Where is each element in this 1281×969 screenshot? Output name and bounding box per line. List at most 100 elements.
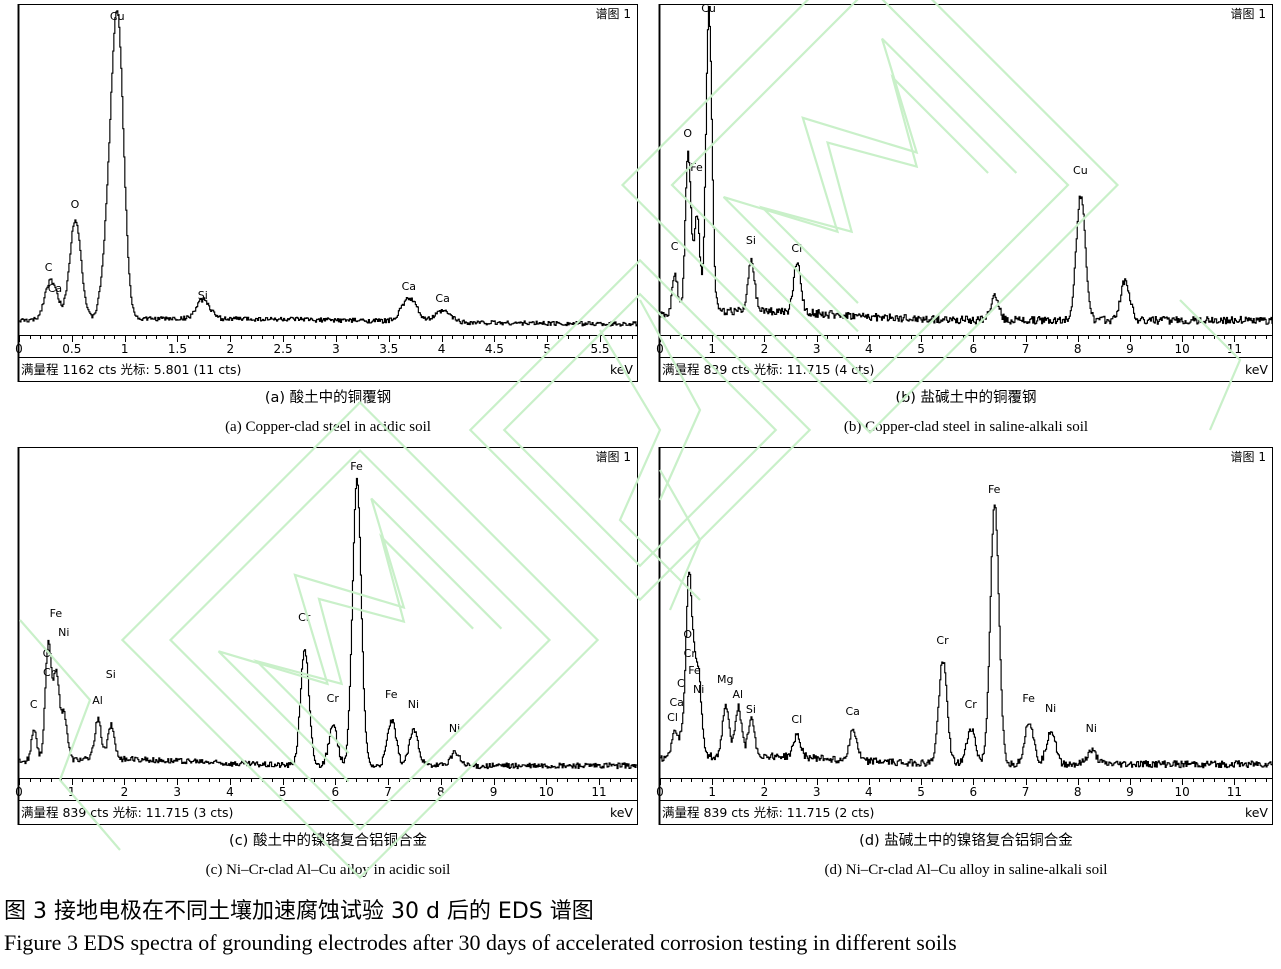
axis-tick-minor [630, 778, 632, 782]
panel-a-status-bar: 满量程 1162 cts 光标: 5.801 (11 cts) keV [19, 357, 637, 381]
axis-tick-label: 1 [120, 342, 129, 356]
axis-tick-minor [166, 778, 168, 782]
axis-tick-minor [631, 335, 633, 339]
axis-tick-minor [409, 778, 411, 782]
peak-label-Cu: Cu [1073, 164, 1088, 178]
axis-tick-minor [621, 335, 623, 339]
axis-tick-minor [680, 778, 682, 782]
panel-b-trace [660, 5, 1272, 335]
axis-tick-minor [1265, 335, 1267, 339]
axis-tick-major [816, 778, 818, 785]
status-unit: keV [609, 362, 633, 377]
peak-label-Ni: Ni [1085, 722, 1097, 736]
axis-tick-label: 10 [538, 785, 554, 799]
spectrum-path [19, 11, 637, 326]
axis-tick-minor [367, 335, 369, 339]
axis-tick-minor [1015, 778, 1017, 782]
peak-label-Cr: Cr [326, 692, 339, 706]
peak-label-Ca: Ca [401, 279, 417, 293]
axis-tick-major [1077, 778, 1079, 785]
axis-tick-label: 2 [226, 342, 235, 356]
axis-tick-minor [504, 778, 506, 782]
axis-tick-minor [733, 335, 735, 339]
spectrum-path [660, 7, 1272, 325]
axis-tick-minor [240, 335, 242, 339]
axis-tick-minor [40, 778, 42, 782]
axis-tick-minor [92, 778, 94, 782]
figure-caption-en: Figure 3 EDS spectra of grounding electr… [4, 930, 957, 955]
peak-label-Ni: Ni [407, 697, 420, 711]
axis-tick-major [764, 335, 766, 342]
axis-tick-minor [1161, 335, 1163, 339]
axis-tick-label: 2 [760, 785, 769, 799]
axis-tick-major [660, 335, 661, 342]
axis-tick-minor [61, 778, 63, 782]
peak-label-O: O [70, 198, 80, 212]
caption-d-cn: (d) 盐碱土中的镍铬复合铝铜合金 [859, 833, 1073, 849]
axis-tick-minor [219, 778, 221, 782]
peak-label-Cr: Cr [964, 697, 977, 711]
peak-label-Fe: Fe [987, 483, 1001, 497]
axis-tick-minor [452, 335, 454, 339]
axis-tick-minor [670, 335, 672, 339]
peak-label-C: C [29, 697, 38, 711]
axis-tick-major [921, 335, 923, 342]
axis-tick-minor [795, 335, 797, 339]
axis-tick-minor [1223, 335, 1225, 339]
axis-tick-major [388, 335, 390, 342]
axis-tick-minor [1192, 778, 1194, 782]
axis-tick-minor [722, 778, 724, 782]
axis-tick-minor [261, 778, 263, 782]
axis-tick-minor [701, 778, 703, 782]
axis-tick-minor [691, 778, 693, 782]
caption-a-cn: (a) 酸土中的铜覆钢 [264, 390, 392, 406]
axis-tick-minor [472, 778, 474, 782]
axis-tick-label: 5 [917, 342, 925, 356]
axis-tick-major [71, 778, 73, 785]
axis-tick-minor [451, 778, 453, 782]
axis-tick-minor [514, 778, 516, 782]
axis-tick-minor [1265, 778, 1267, 782]
axis-tick-minor [837, 335, 839, 339]
axis-tick-major [547, 335, 549, 342]
axis-tick-label: 0 [656, 785, 664, 799]
axis-tick-label: 3 [332, 342, 340, 356]
axis-tick-label: 4 [865, 785, 873, 799]
panel-a-plot: 谱图 1 C Ca O Cu Si Ca Ca [19, 5, 637, 335]
axis-tick-minor [879, 778, 881, 782]
axis-tick-minor [240, 778, 242, 782]
axis-tick-minor [785, 335, 787, 339]
axis-tick-minor [900, 778, 902, 782]
axis-tick-minor [61, 335, 63, 339]
axis-tick-minor [483, 335, 485, 339]
axis-tick-minor [847, 778, 849, 782]
panel-b-status-bar: 满量程 839 cts 光标: 11.715 (4 cts) keV [660, 357, 1272, 381]
axis-tick-minor [1004, 335, 1006, 339]
panel-c-xaxis: 0 1 2 3 4 5 6 7 8 9 10 11 [15, 778, 637, 800]
axis-tick-minor [208, 778, 210, 782]
axis-tick-minor [701, 335, 703, 339]
axis-tick-minor [1171, 778, 1173, 782]
peak-label-O: O [42, 646, 52, 660]
axis-tick-major [440, 778, 442, 785]
axis-tick-major [494, 335, 496, 342]
axis-tick-label: 0 [15, 785, 23, 799]
panel-c-trace [19, 448, 637, 778]
panel-d-status-bar: 满量程 839 cts 光标: 11.715 (2 cts) keV [660, 800, 1272, 824]
axis-tick-major [283, 335, 285, 342]
axis-tick-minor [1067, 335, 1069, 339]
peak-label-Si: Si [745, 234, 756, 248]
axis-tick-minor [462, 335, 464, 339]
axis-tick-minor [931, 778, 933, 782]
axis-tick-major [335, 778, 337, 785]
peak-label-Ca: Ca [47, 282, 63, 296]
axis-tick-minor [827, 778, 829, 782]
caption-a-en: (a) Copper-clad steel in acidic soil [225, 419, 431, 435]
axis-tick-minor [103, 778, 105, 782]
axis-tick-label: 1.5 [167, 342, 187, 356]
axis-tick-label: 5 [543, 342, 552, 356]
axis-tick-minor [356, 778, 358, 782]
axis-tick-minor [620, 778, 622, 782]
axis-tick-label: 0.5 [62, 342, 82, 356]
